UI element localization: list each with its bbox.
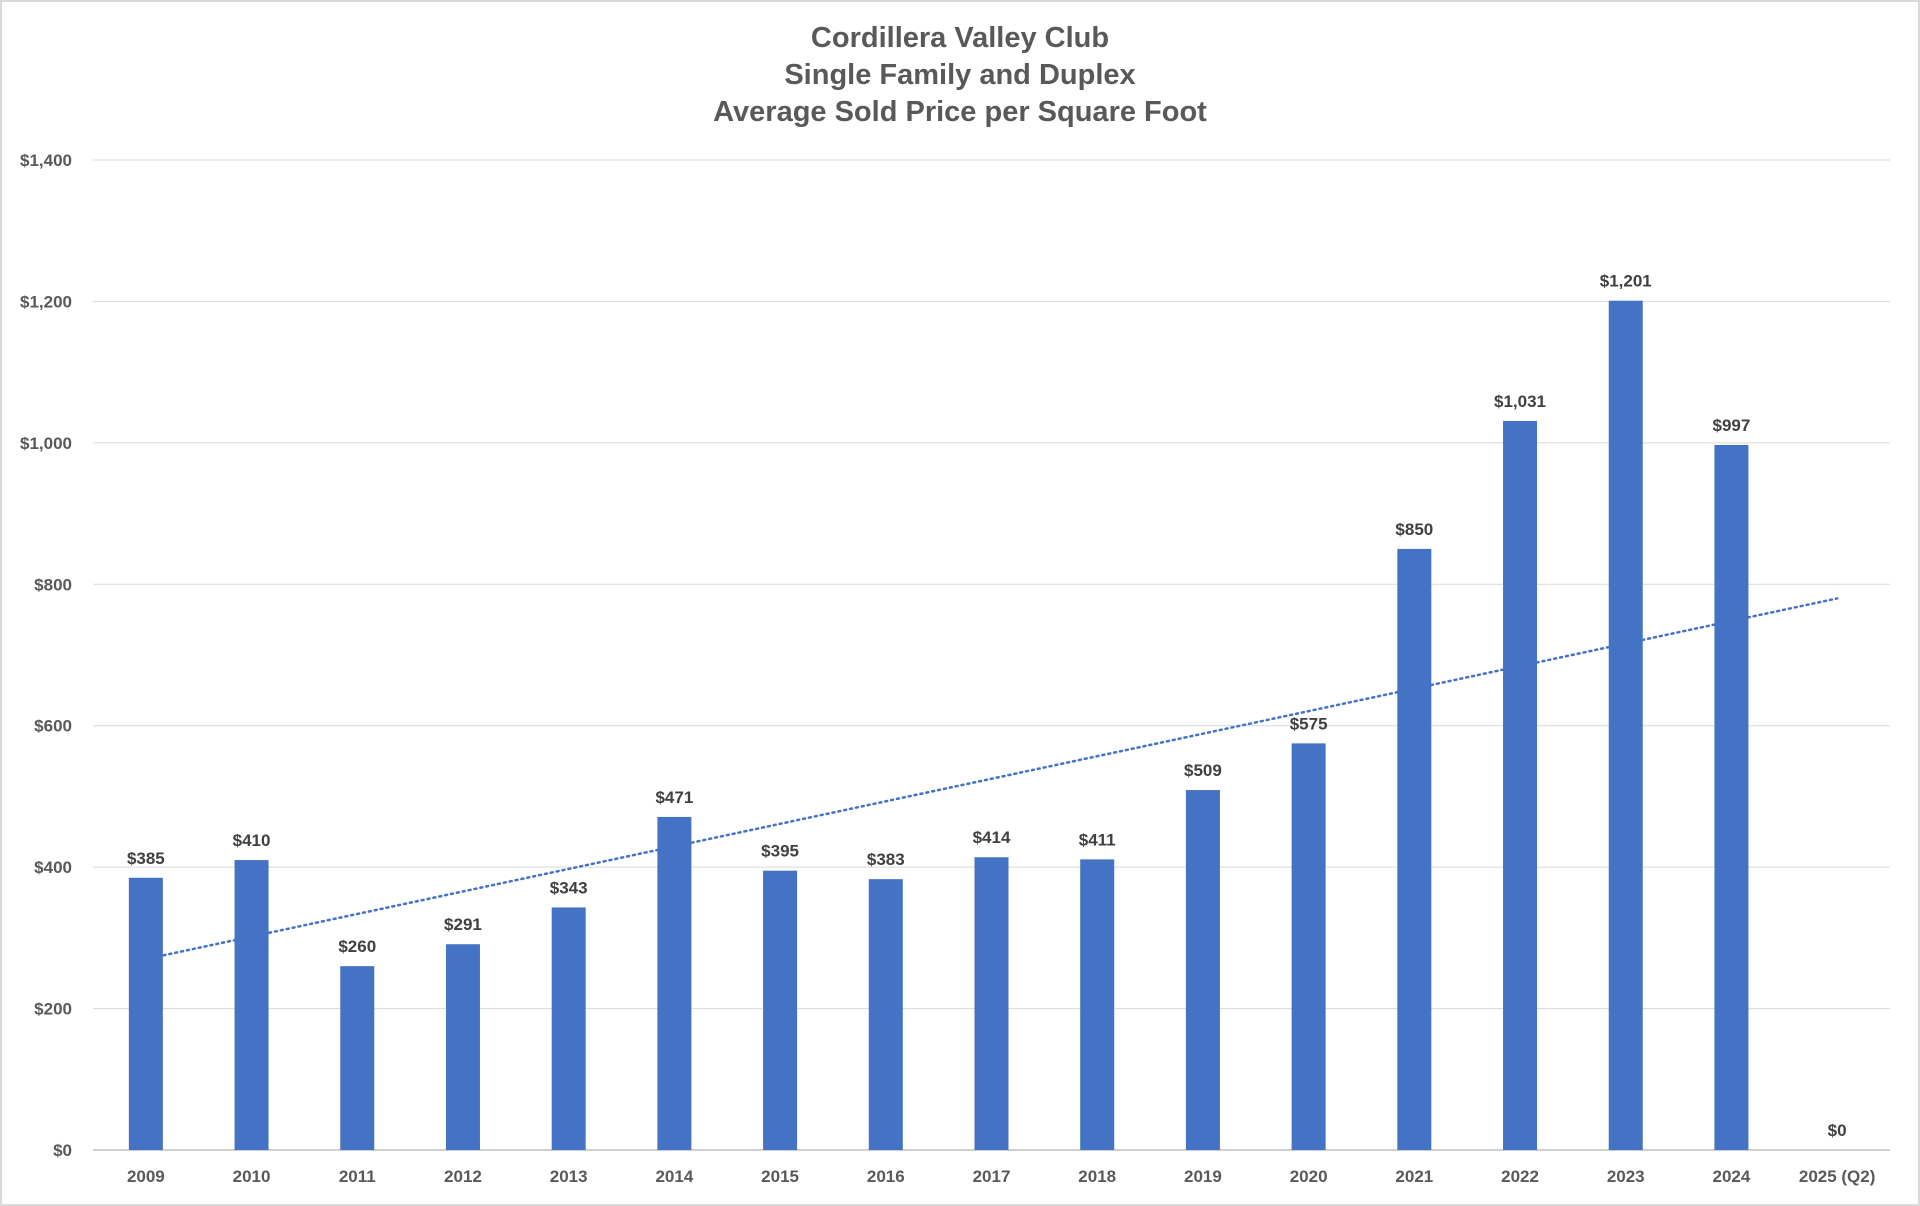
trendline	[144, 597, 1839, 961]
x-tick-label: 2009	[127, 1167, 165, 1186]
data-label: $471	[655, 788, 693, 807]
x-tick-label: 2020	[1290, 1167, 1328, 1186]
bar	[1397, 548, 1432, 1150]
bar	[445, 944, 480, 1150]
bar	[234, 860, 269, 1150]
x-tick-label: 2019	[1184, 1167, 1222, 1186]
chart-title-line-3: Average Sold Price per Square Foot	[713, 96, 1207, 128]
bar	[1080, 859, 1115, 1150]
bars	[128, 300, 1749, 1151]
x-tick-label: 2025 (Q2)	[1799, 1167, 1876, 1186]
data-label: $395	[761, 842, 799, 861]
data-label: $260	[338, 937, 376, 956]
data-label: $385	[127, 849, 165, 868]
chart-title-line-2: Single Family and Duplex	[784, 59, 1136, 91]
bar	[1291, 743, 1326, 1150]
data-label: $410	[233, 831, 271, 850]
x-tick-label: 2013	[550, 1167, 588, 1186]
x-tick-label: 2015	[761, 1167, 799, 1186]
data-labels: $385 $410 $260 $291 $343 $471 $395 $383 $414 $411…	[127, 272, 1847, 1140]
bar	[1714, 444, 1749, 1150]
x-tick-label: 2016	[867, 1167, 905, 1186]
x-tick-label: 2021	[1395, 1167, 1433, 1186]
axes: $0 $200 $400 $600 $800 $1,000 $1,200 $1,400 2009…	[20, 151, 1875, 1186]
data-label: $850	[1395, 520, 1433, 539]
x-tick-label: 2024	[1713, 1167, 1751, 1186]
data-label: $383	[867, 850, 905, 869]
x-tick-label: 2012	[444, 1167, 482, 1186]
x-tick-label: 2011	[339, 1167, 376, 1186]
chart-title-line-1: Cordillera Valley Club	[810, 22, 1110, 54]
bar	[974, 857, 1009, 1150]
data-label: $411	[1079, 830, 1116, 849]
x-tick-label: 2017	[973, 1167, 1011, 1186]
y-tick-label: $1,400	[20, 151, 72, 170]
data-label: $414	[973, 828, 1011, 847]
y-tick-label: $200	[34, 1000, 72, 1019]
data-label: $509	[1184, 761, 1222, 780]
y-tick-label: $600	[34, 717, 72, 736]
data-label: $291	[444, 915, 482, 934]
bar	[763, 870, 798, 1150]
y-tick-label: $1,000	[20, 434, 72, 453]
data-label: $1,201	[1600, 272, 1652, 291]
y-tick-label: $1,200	[20, 292, 72, 311]
bar	[1503, 420, 1538, 1151]
x-tick-label: 2023	[1607, 1167, 1645, 1186]
bar	[1185, 790, 1220, 1150]
bar	[340, 966, 375, 1150]
data-label: $997	[1713, 416, 1751, 435]
data-label: $1,031	[1494, 392, 1546, 411]
bar	[551, 907, 586, 1150]
data-label: $0	[1828, 1121, 1847, 1140]
data-label: $343	[550, 878, 588, 897]
bar	[128, 877, 163, 1150]
bar	[868, 879, 903, 1150]
y-tick-label: $400	[34, 858, 72, 877]
data-label: $575	[1290, 714, 1328, 733]
x-tick-label: 2010	[233, 1167, 271, 1186]
y-tick-label: $0	[53, 1141, 72, 1160]
trendline-group	[144, 597, 1839, 961]
x-tick-label: 2022	[1501, 1167, 1539, 1186]
y-tick-label: $800	[34, 575, 72, 594]
x-tick-label: 2014	[655, 1167, 693, 1186]
x-tick-label: 2018	[1078, 1167, 1116, 1186]
bar	[657, 816, 692, 1150]
bar	[1608, 300, 1643, 1150]
